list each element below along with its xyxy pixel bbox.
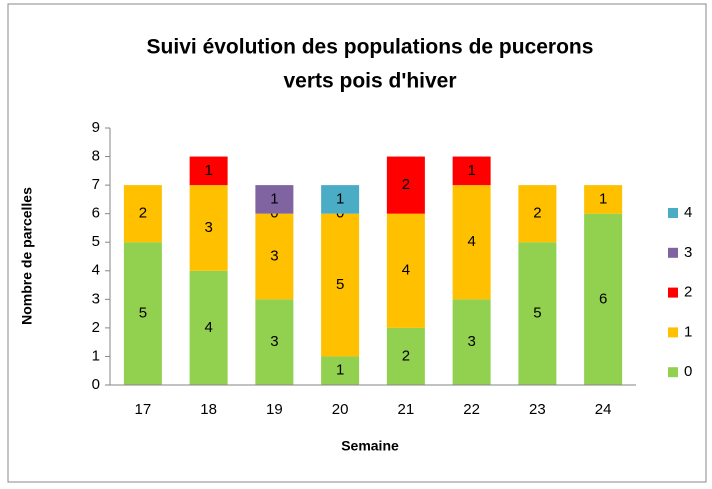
bar-segment [584, 213, 623, 385]
bar-segment [452, 299, 491, 385]
y-tick-label: 2 [92, 319, 100, 336]
bar-segment [386, 213, 425, 328]
bar-segment [452, 185, 491, 300]
chart-title: Suivi évolution des populations de pucer… [147, 36, 594, 59]
data-label: 4 [402, 262, 410, 279]
x-tick-label: 21 [398, 401, 415, 418]
bar-segment [255, 299, 294, 385]
y-tick-label: 0 [92, 376, 100, 393]
chart-title: verts pois d'hiver [283, 70, 456, 93]
y-tick-label: 1 [92, 347, 100, 364]
data-label: 3 [270, 333, 278, 350]
y-tick-label: 3 [92, 290, 100, 307]
bar-segment [321, 356, 360, 385]
y-tick-label: 9 [92, 119, 100, 136]
bar-segment [255, 185, 294, 214]
x-tick-label: 20 [332, 401, 349, 418]
x-tick-label: 18 [200, 401, 217, 418]
bar-segment [255, 213, 294, 300]
legend-swatch [668, 367, 678, 378]
x-tick-label: 17 [135, 401, 152, 418]
data-label: 1 [270, 190, 278, 207]
data-label: 5 [336, 276, 344, 293]
data-label: 1 [204, 162, 212, 179]
legend-swatch [668, 287, 678, 298]
x-axis-title: Semaine [341, 438, 399, 454]
bar-segment [321, 213, 360, 357]
data-label: 2 [139, 205, 147, 222]
y-tick-label: 7 [92, 176, 100, 193]
x-tick-label: 24 [595, 401, 612, 418]
data-label: 2 [402, 176, 410, 193]
x-tick-label: 19 [266, 401, 283, 418]
data-label: 1 [336, 190, 344, 207]
legend-label: 4 [684, 204, 692, 221]
data-label: 6 [599, 290, 607, 307]
x-tick-label: 22 [463, 401, 480, 418]
legend-swatch [668, 247, 678, 258]
y-tick-label: 8 [92, 148, 100, 165]
data-label: 2 [402, 347, 410, 364]
data-label: 1 [599, 190, 607, 207]
bar-segment [189, 156, 228, 186]
legend-label: 2 [684, 284, 692, 301]
legend-label: 1 [684, 323, 692, 340]
bar-segment [518, 185, 557, 243]
y-tick-label: 5 [92, 233, 100, 250]
y-tick-label: 4 [92, 262, 100, 279]
data-label: 4 [467, 233, 475, 250]
legend-swatch [668, 327, 678, 338]
data-label: 5 [139, 305, 147, 322]
bar-segment [321, 185, 360, 214]
bar-segment [452, 156, 491, 186]
data-label: 2 [533, 205, 541, 222]
bar-segment [518, 242, 557, 385]
data-label: 3 [467, 333, 475, 350]
data-label: 4 [204, 319, 212, 336]
x-tick-label: 23 [529, 401, 546, 418]
bar-segment [123, 185, 162, 243]
data-label: 1 [467, 162, 475, 179]
bar-segment [189, 270, 228, 385]
legend-label: 0 [684, 363, 692, 380]
data-label: 5 [533, 305, 541, 322]
bar-segment [189, 185, 228, 271]
data-label: 3 [270, 247, 278, 264]
bar-segment [386, 156, 425, 214]
y-tick-label: 6 [92, 205, 100, 222]
data-label: 1 [336, 362, 344, 379]
y-axis-title: Nombre de parcelles [19, 187, 35, 325]
legend-label: 3 [684, 244, 692, 261]
bar-segment [386, 327, 425, 385]
legend-swatch [668, 208, 678, 218]
bar-segment [123, 242, 162, 385]
bar-segment [584, 185, 623, 214]
data-label: 3 [204, 219, 212, 236]
